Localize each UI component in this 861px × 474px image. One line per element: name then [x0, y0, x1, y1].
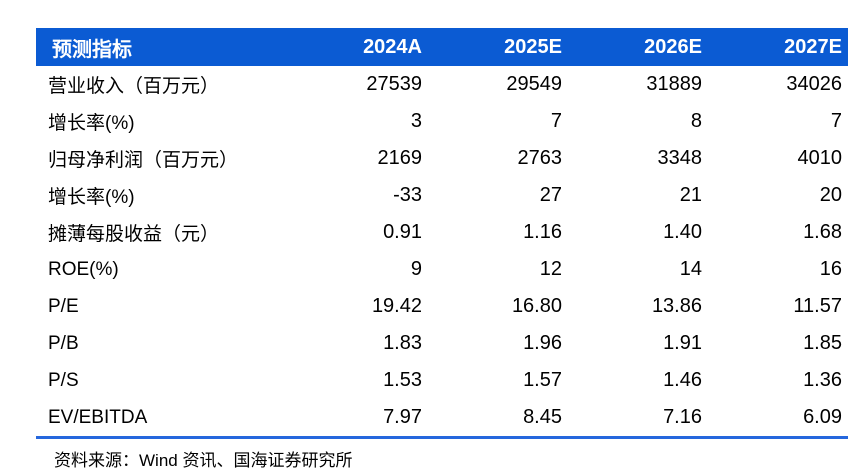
value-cell: 1.46 [663, 369, 702, 391]
row-label: P/B [48, 332, 79, 354]
value-cell: 2763 [517, 147, 563, 169]
value-cell: 7.16 [663, 406, 702, 428]
value-cell: 4010 [797, 147, 843, 169]
value-cell: 20 [819, 184, 842, 206]
value-cell: 11.57 [793, 295, 842, 317]
value-cell: 6.09 [803, 406, 842, 428]
column-header-2024a: 2024A [363, 35, 422, 58]
value-cell: 1.91 [663, 332, 702, 354]
value-cell: 13.86 [651, 295, 702, 317]
table-row: P/E 19.42 16.80 13.86 11.57 [36, 288, 848, 325]
value-cell: 16.80 [511, 295, 562, 317]
table-row: EV/EBITDA 7.97 8.45 7.16 6.09 [36, 399, 848, 436]
forecast-table-page: 预测指标 2024A 2025E 2026E 2027E 营业收入（百万元） 2… [36, 28, 848, 471]
row-label: 摊薄每股收益（元） [48, 224, 220, 245]
table-row: 摊薄每股收益（元） 0.91 1.16 1.40 1.68 [36, 214, 848, 251]
value-cell: 7.97 [383, 406, 422, 428]
value-cell: 16 [819, 258, 842, 280]
column-header-indicator: 预测指标 [52, 38, 132, 61]
value-cell: 1.57 [523, 369, 562, 391]
table-row: ROE(%) 9 12 14 16 [36, 251, 848, 288]
table-row: P/S 1.53 1.57 1.46 1.36 [36, 362, 848, 399]
value-cell: 1.53 [383, 369, 422, 391]
value-cell: 1.83 [383, 332, 422, 354]
value-cell: 0.91 [383, 221, 422, 243]
divider-line [36, 436, 848, 439]
value-cell: 8.45 [523, 406, 562, 428]
value-cell: 12 [539, 258, 562, 280]
value-cell: 1.36 [803, 369, 842, 391]
value-cell: 14 [679, 258, 702, 280]
value-cell: 27539 [366, 73, 422, 95]
value-cell: 31889 [646, 73, 702, 95]
table-row: 营业收入（百万元） 27539 29549 31889 34026 [36, 66, 848, 103]
value-cell: 3348 [657, 147, 703, 169]
value-cell: 1.40 [663, 221, 702, 243]
row-label: 营业收入（百万元） [48, 76, 220, 97]
column-header-2027e: 2027E [784, 35, 842, 58]
value-cell: 1.16 [523, 221, 562, 243]
table-header-row: 预测指标 2024A 2025E 2026E 2027E [36, 28, 848, 66]
value-cell: 27 [539, 184, 562, 206]
row-label: ROE(%) [48, 258, 119, 280]
column-header-2026e: 2026E [644, 35, 702, 58]
value-cell: 21 [679, 184, 702, 206]
value-cell: 29549 [506, 73, 562, 95]
source-note: 资料来源：Wind 资讯、国海证券研究所 [54, 451, 353, 470]
column-header-2025e: 2025E [504, 35, 562, 58]
value-cell: 3 [410, 110, 422, 132]
row-label: EV/EBITDA [48, 406, 148, 428]
value-cell: 7 [830, 110, 842, 132]
value-cell: 1.85 [803, 332, 842, 354]
value-cell: 1.68 [803, 221, 842, 243]
row-label: P/S [48, 369, 79, 391]
forecast-table: 预测指标 2024A 2025E 2026E 2027E 营业收入（百万元） 2… [36, 28, 848, 436]
value-cell: 2169 [377, 147, 423, 169]
value-cell: 34026 [786, 73, 842, 95]
value-cell: 9 [410, 258, 422, 280]
table-row: 增长率(%) 3 7 8 7 [36, 103, 848, 140]
row-label: 增长率(%) [48, 113, 135, 134]
row-label: 归母净利润（百万元） [48, 150, 239, 171]
row-label: 增长率(%) [48, 187, 135, 208]
value-cell: 7 [550, 110, 562, 132]
value-cell: -33 [393, 184, 422, 206]
table-row: 归母净利润（百万元） 2169 2763 3348 4010 [36, 140, 848, 177]
value-cell: 1.96 [523, 332, 562, 354]
value-cell: 8 [690, 110, 702, 132]
table-row: P/B 1.83 1.96 1.91 1.85 [36, 325, 848, 362]
row-label: P/E [48, 295, 79, 317]
value-cell: 19.42 [371, 295, 422, 317]
table-row: 增长率(%) -33 27 21 20 [36, 177, 848, 214]
